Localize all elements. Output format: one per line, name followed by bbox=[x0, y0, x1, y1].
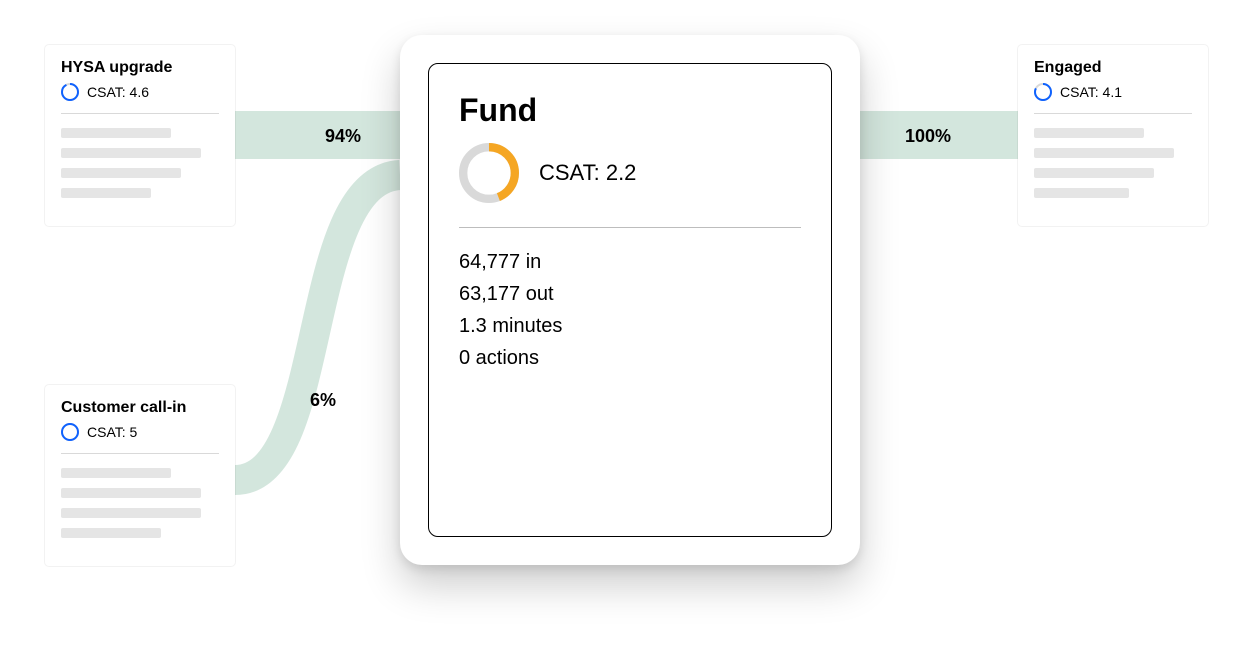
diagram-stage: 94% 6% 100% HYSA upgrade CSAT: 4.6 Custo… bbox=[0, 0, 1260, 665]
engaged-title: Engaged bbox=[1034, 59, 1192, 77]
skeleton-line bbox=[61, 148, 201, 158]
skeleton-line bbox=[1034, 188, 1129, 198]
skeleton-line bbox=[61, 528, 161, 538]
callin-csat-label: CSAT: 5 bbox=[87, 424, 137, 440]
flow-label-engaged: 100% bbox=[905, 126, 951, 147]
fund-csat-label: CSAT: 2.2 bbox=[539, 160, 636, 186]
fund-stat-out: 63,177 out bbox=[459, 278, 801, 310]
node-customer-callin[interactable]: Customer call-in CSAT: 5 bbox=[45, 385, 235, 566]
fund-divider bbox=[459, 227, 801, 228]
callin-divider bbox=[61, 453, 219, 454]
hysa-skeleton bbox=[61, 128, 219, 198]
skeleton-line bbox=[61, 508, 201, 518]
skeleton-line bbox=[1034, 168, 1154, 178]
fund-csat-ring-icon bbox=[459, 143, 519, 203]
fund-inner-panel: Fund CSAT: 2.2 64,777 in 63,177 out 1.3 … bbox=[428, 63, 832, 537]
flow-label-hysa: 94% bbox=[325, 126, 361, 147]
flow-label-callin: 6% bbox=[310, 390, 336, 411]
skeleton-line bbox=[61, 468, 171, 478]
hysa-csat-row: CSAT: 4.6 bbox=[61, 83, 219, 101]
skeleton-line bbox=[1034, 128, 1144, 138]
engaged-divider bbox=[1034, 113, 1192, 114]
skeleton-line bbox=[61, 128, 171, 138]
node-hysa-upgrade[interactable]: HYSA upgrade CSAT: 4.6 bbox=[45, 45, 235, 226]
hysa-title: HYSA upgrade bbox=[61, 59, 219, 77]
hysa-csat-ring-icon bbox=[61, 83, 79, 101]
fund-stat-minutes: 1.3 minutes bbox=[459, 310, 801, 342]
hysa-csat-label: CSAT: 4.6 bbox=[87, 84, 149, 100]
engaged-csat-row: CSAT: 4.1 bbox=[1034, 83, 1192, 101]
node-engaged[interactable]: Engaged CSAT: 4.1 bbox=[1018, 45, 1208, 226]
callin-title: Customer call-in bbox=[61, 399, 219, 417]
fund-stat-actions: 0 actions bbox=[459, 342, 801, 374]
callin-skeleton bbox=[61, 468, 219, 538]
callin-csat-ring-icon bbox=[61, 423, 79, 441]
engaged-csat-label: CSAT: 4.1 bbox=[1060, 84, 1122, 100]
fund-csat-row: CSAT: 2.2 bbox=[459, 143, 801, 203]
fund-stat-in: 64,777 in bbox=[459, 246, 801, 278]
engaged-skeleton bbox=[1034, 128, 1192, 198]
skeleton-line bbox=[1034, 148, 1174, 158]
skeleton-line bbox=[61, 188, 151, 198]
flow-callin-to-fund bbox=[235, 175, 400, 480]
node-fund[interactable]: Fund CSAT: 2.2 64,777 in 63,177 out 1.3 … bbox=[400, 35, 860, 565]
callin-csat-row: CSAT: 5 bbox=[61, 423, 219, 441]
engaged-csat-ring-icon bbox=[1034, 83, 1052, 101]
hysa-divider bbox=[61, 113, 219, 114]
fund-title: Fund bbox=[459, 92, 801, 129]
skeleton-line bbox=[61, 168, 181, 178]
skeleton-line bbox=[61, 488, 201, 498]
